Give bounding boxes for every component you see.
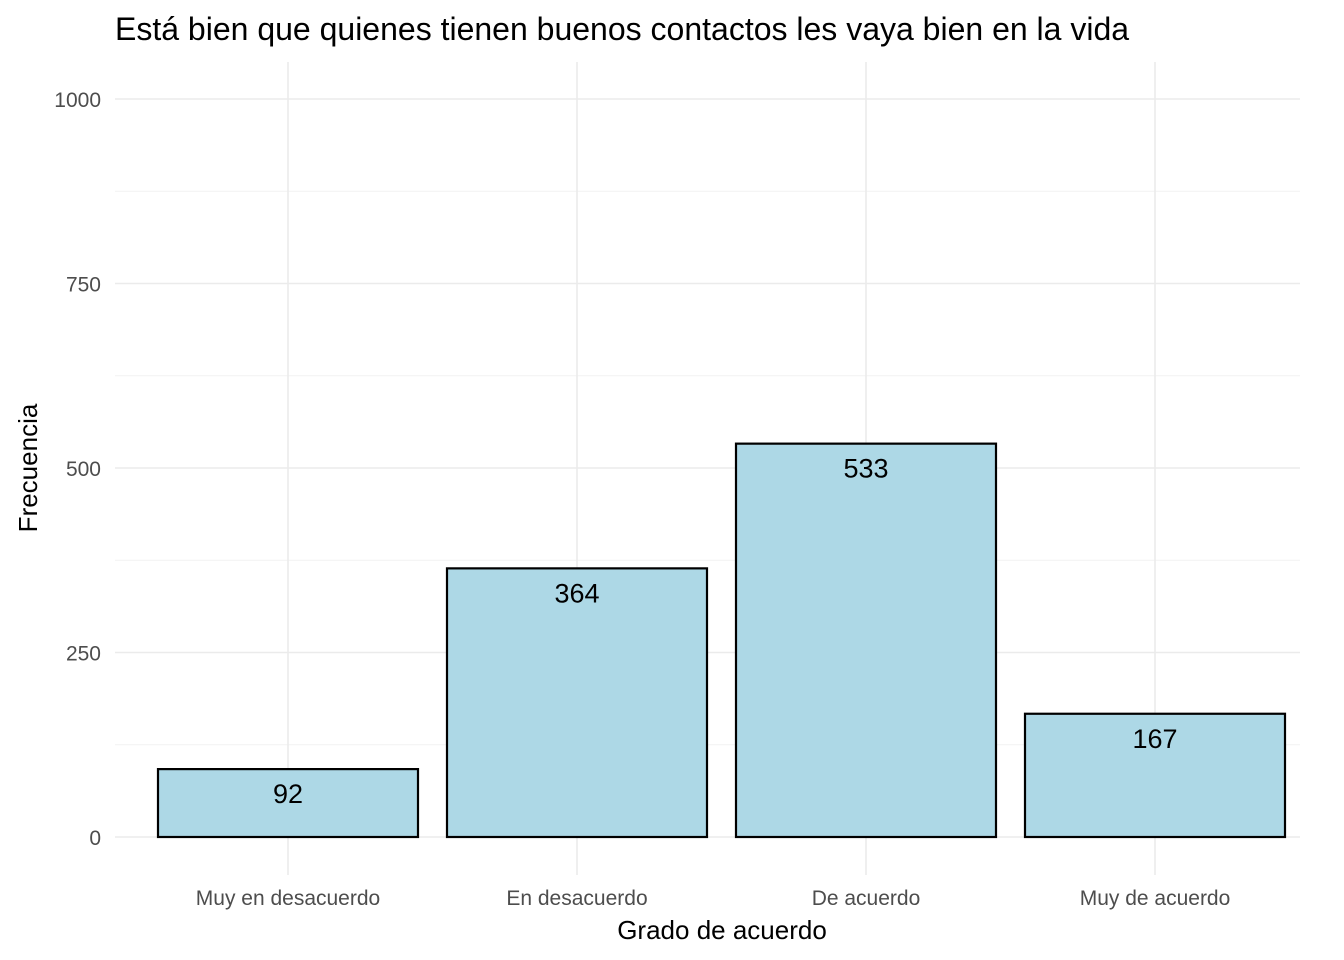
axis-ticks: 0 250 500 750 1000 Muy en desacuerdo En desacu… xyxy=(54,89,1230,910)
bar xyxy=(734,442,998,839)
data-label: 533 xyxy=(843,454,888,484)
y-tick-label: 500 xyxy=(66,458,101,481)
y-axis-title: Frecuencia xyxy=(13,403,43,532)
x-tick-label: Muy en desacuerdo xyxy=(196,887,380,910)
data-labels: 92 364 533 167 xyxy=(273,454,1178,809)
data-label: 167 xyxy=(1132,724,1177,754)
x-axis-title: Grado de acuerdo xyxy=(617,915,827,945)
y-tick-label: 750 xyxy=(66,274,101,297)
bars xyxy=(156,442,1287,839)
chart-title: Está bien que quienes tienen buenos cont… xyxy=(115,11,1129,47)
x-tick-label: De acuerdo xyxy=(812,887,921,910)
y-tick-label: 1000 xyxy=(54,89,101,112)
y-tick-label: 250 xyxy=(66,643,101,666)
data-label: 92 xyxy=(273,779,303,809)
bar xyxy=(156,768,420,839)
data-label: 364 xyxy=(554,578,599,608)
x-tick-label: En desacuerdo xyxy=(506,887,647,910)
y-tick-label: 0 xyxy=(89,827,101,850)
bar xyxy=(1023,712,1287,839)
bar xyxy=(445,567,709,839)
x-tick-label: Muy de acuerdo xyxy=(1080,887,1231,910)
